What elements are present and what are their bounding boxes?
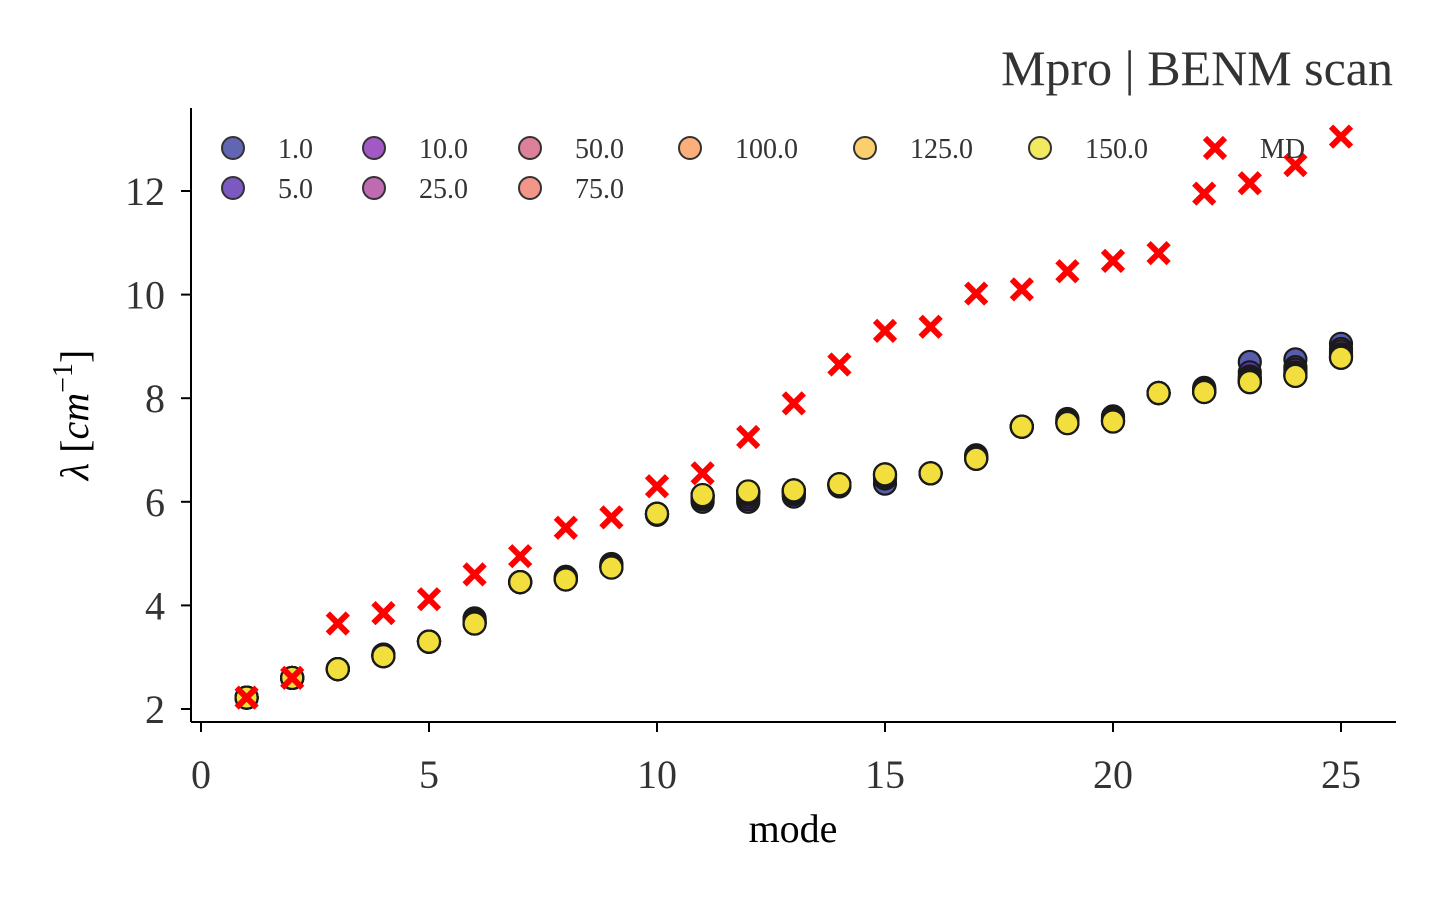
series-25-0 [234,342,1354,710]
md-point [1055,259,1080,284]
series-10-0 [234,339,1354,710]
y-tick-label: 10 [125,273,165,318]
y-tick-label: 12 [125,169,165,214]
data-point [325,657,350,682]
x-axis-label: mode [749,806,838,851]
md-point [918,314,943,339]
legend-marker [1028,136,1052,160]
x-tick-label: 15 [865,752,905,797]
legend-label: 150.0 [1085,134,1148,165]
plot-area: 0 5 10 15 20 25 2 4 6 8 10 12 [125,108,1396,797]
y-tick-label: 6 [145,480,165,525]
md-point [736,424,761,450]
md-point [781,391,806,416]
data-point [1328,345,1354,370]
data-point [553,567,578,592]
y-axis-bracket-close: ] [52,350,97,363]
legend-marker [362,136,386,160]
legend: 1.0 5.0 10.0 25.0 50.0 75.0 100.0 125.0 150.0 MD [221,134,1305,205]
y-axis-unit: cm [52,393,97,440]
data-point [1192,379,1217,405]
data-point [964,446,989,471]
legend-marker-md [1202,135,1228,161]
series-5-0 [234,336,1354,710]
legend-label: 10.0 [419,134,468,165]
md-point [508,544,533,569]
legend-marker [221,176,245,200]
legend-marker [362,176,386,200]
y-axis-label: λ [cm−1] [48,350,97,481]
data-point [1146,380,1171,406]
legend-label: 100.0 [735,134,798,165]
legend-label: 1.0 [278,134,313,165]
legend-label: 75.0 [575,174,624,205]
legend-marker [518,136,542,160]
md-point [644,474,670,499]
data-point [416,629,442,654]
md-point [371,601,396,626]
x-tick-label: 10 [637,752,677,797]
md-point [462,562,487,587]
chart-title: Mpro | BENM scan [1001,40,1393,96]
legend-label-md: MD [1260,134,1305,165]
data-point [827,472,852,497]
md-point [872,318,898,343]
md-point [690,461,715,486]
data-point [644,501,670,526]
data-point [599,555,624,580]
data-point [918,461,943,486]
md-point [827,352,852,377]
legend-label: 25.0 [419,174,468,205]
legend-marker [678,136,702,160]
md-point [1237,171,1262,196]
md-point [1146,241,1171,266]
y-tick-label: 4 [145,583,165,628]
data-point [1100,409,1126,434]
data-point [508,569,533,595]
data-point [1283,363,1308,389]
data-point [462,611,487,636]
x-axis-ticks: 0 5 10 15 20 25 [191,722,1361,797]
data-point [736,479,761,504]
legend-label: 50.0 [575,134,624,165]
x-tick-label: 20 [1093,752,1133,797]
legend-label: 5.0 [278,174,313,205]
series-1-0 [234,331,1354,710]
data-point [371,644,396,669]
data-point [781,478,806,503]
legend-marker [221,136,245,160]
y-axis-ticks: 2 4 6 8 10 12 [125,169,191,732]
y-axis-symbol: λ [52,463,97,481]
md-point [1100,248,1126,274]
y-tick-label: 2 [145,687,165,732]
md-point [1192,181,1217,206]
legend-marker [518,176,542,200]
legend-marker [853,136,877,160]
md-point [964,281,989,306]
y-axis-bracket-open: [ [52,440,97,453]
y-axis-unit-exponent: −1 [48,363,79,393]
x-tick-label: 0 [191,752,211,797]
data-point [1055,410,1080,436]
md-point [416,587,442,612]
md-point [325,611,350,636]
data-point [1009,414,1034,439]
md-point [1328,124,1354,149]
md-point [234,685,259,710]
x-tick-label: 5 [419,752,439,797]
md-point [599,505,624,530]
data-point [872,462,898,487]
legend-label: 125.0 [910,134,973,165]
data-point [1237,370,1262,395]
md-point [280,665,305,691]
data-markers [234,124,1354,710]
md-point [553,515,578,540]
series-md [234,124,1354,710]
y-tick-label: 8 [145,376,165,421]
md-point [1283,152,1308,178]
data-point [690,482,715,508]
x-tick-label: 25 [1321,752,1361,797]
md-point [1009,277,1034,302]
